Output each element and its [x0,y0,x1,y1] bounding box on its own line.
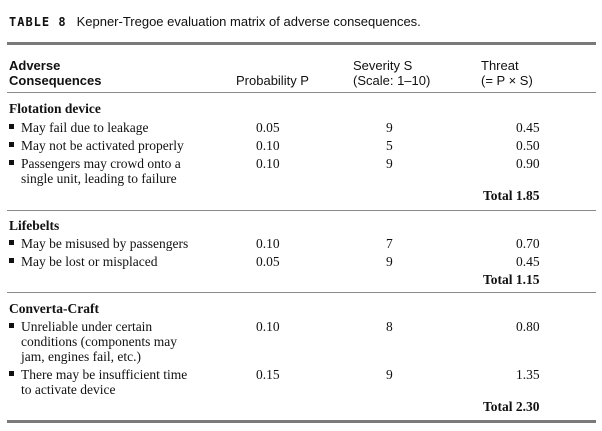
table-title: Kepner-Tregoe evaluation matrix of adver… [76,14,421,29]
table-caption: TABLE 8 Kepner-Tregoe evaluation matrix o… [9,14,421,29]
bullet-icon [9,142,14,148]
header-rule [7,92,596,93]
header-adverse-consequences: Adverse Consequences [9,58,102,88]
list-item: Unreliable under certain conditions (com… [9,319,177,364]
bullet-icon [9,240,14,246]
top-rule [7,42,596,45]
section-total: Total 1.15 [483,272,540,287]
list-item: May not be activated properly [9,138,184,153]
probability-value: 0.15 [256,367,280,382]
severity-value: 5 [386,138,393,153]
section-divider [7,292,596,293]
table-label: TABLE 8 [9,15,67,29]
section-title: Lifebelts [9,218,60,233]
list-item: Passengers may crowd onto a single unit,… [9,156,181,186]
threat-value: 1.35 [516,367,540,382]
probability-value: 0.05 [256,254,280,269]
threat-value: 0.70 [516,236,540,251]
probability-value: 0.10 [256,319,280,334]
bullet-icon [9,124,14,130]
list-item: There may be insufficient time to activa… [9,367,187,397]
severity-value: 9 [386,254,393,269]
threat-value: 0.50 [516,138,540,153]
threat-value: 0.90 [516,156,540,171]
section-total: Total 2.30 [483,399,540,414]
severity-value: 9 [386,156,393,171]
bullet-icon [9,258,14,264]
probability-value: 0.10 [256,156,280,171]
list-item: May fail due to leakage [9,120,148,135]
threat-value: 0.45 [516,254,540,269]
list-item: May be misused by passengers [9,236,188,251]
severity-value: 9 [386,367,393,382]
threat-value: 0.45 [516,120,540,135]
header-severity: Severity S (Scale: 1–10) [353,58,431,88]
severity-value: 9 [386,120,393,135]
header-probability: Probability P [236,73,309,88]
severity-value: 8 [386,319,393,334]
header-threat: Threat (= P × S) [481,58,533,88]
list-item: May be lost or misplaced [9,254,157,269]
probability-value: 0.10 [256,236,280,251]
bottom-rule [7,420,596,423]
section-title: Flotation device [9,101,101,116]
probability-value: 0.10 [256,138,280,153]
probability-value: 0.05 [256,120,280,135]
section-title: Converta-Craft [9,301,99,316]
bullet-icon [9,323,14,329]
threat-value: 0.80 [516,319,540,334]
bullet-icon [9,160,14,166]
bullet-icon [9,371,14,377]
section-divider [7,210,596,211]
severity-value: 7 [386,236,393,251]
section-total: Total 1.85 [483,188,540,203]
